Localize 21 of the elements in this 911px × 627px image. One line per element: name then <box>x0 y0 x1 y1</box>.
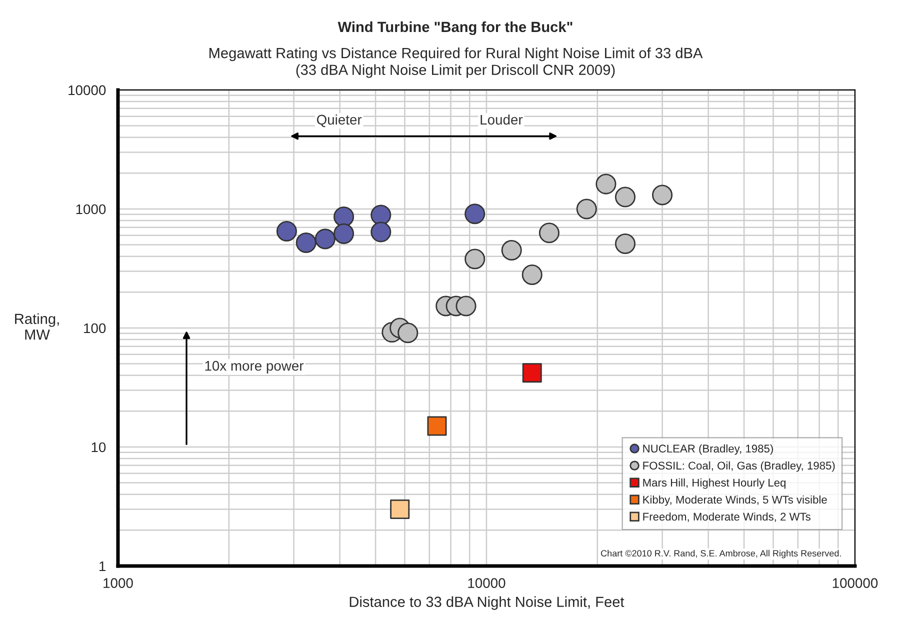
y-tick-label: 100 <box>84 323 106 334</box>
x-tick-label: 1000 <box>104 578 133 588</box>
chart-title: Wind Turbine "Bang for the Buck" <box>338 21 572 36</box>
annotation: Chart ©2010 R.V. Rand, S.E. Ambrose, All Rights Reserved. <box>601 550 841 558</box>
chart-subtitle: Megawatt Rating vs Distance Required for Rural Night Noise Limit of 33 dBA (33 dBA Night Noise Limit per Driscoll CNR 2009) <box>209 48 703 78</box>
legend-label: Kibby, Moderate Winds, 5 WTs visible <box>643 495 827 506</box>
legend-label: Freedom, Moderate Winds, 2 WTs <box>643 512 810 522</box>
annotation: Quieter <box>316 114 362 128</box>
legend-label: FOSSIL: Coal, Oil, Gas (Bradley, 1985) <box>643 461 835 472</box>
x-tick-label: 100000 <box>832 578 878 588</box>
y-tick-label: 10000 <box>68 85 106 96</box>
x-tick-label: 10000 <box>468 578 506 588</box>
annotation: Louder <box>480 114 523 125</box>
x-axis-title: Distance to 33 dBA Night Noise Limit, Feet <box>350 596 624 610</box>
y-tick-label: 10 <box>92 442 106 452</box>
annotation: 10x more power <box>205 360 304 374</box>
y-axis-title: Rating, MW <box>15 313 59 340</box>
legend-label: Mars Hill, Highest Hourly Leq <box>643 478 786 489</box>
legend-label: NUCLEAR (Bradley, 1985) <box>643 444 773 455</box>
y-tick-label: 1 <box>100 561 106 572</box>
y-tick-label: 1000 <box>76 204 106 214</box>
